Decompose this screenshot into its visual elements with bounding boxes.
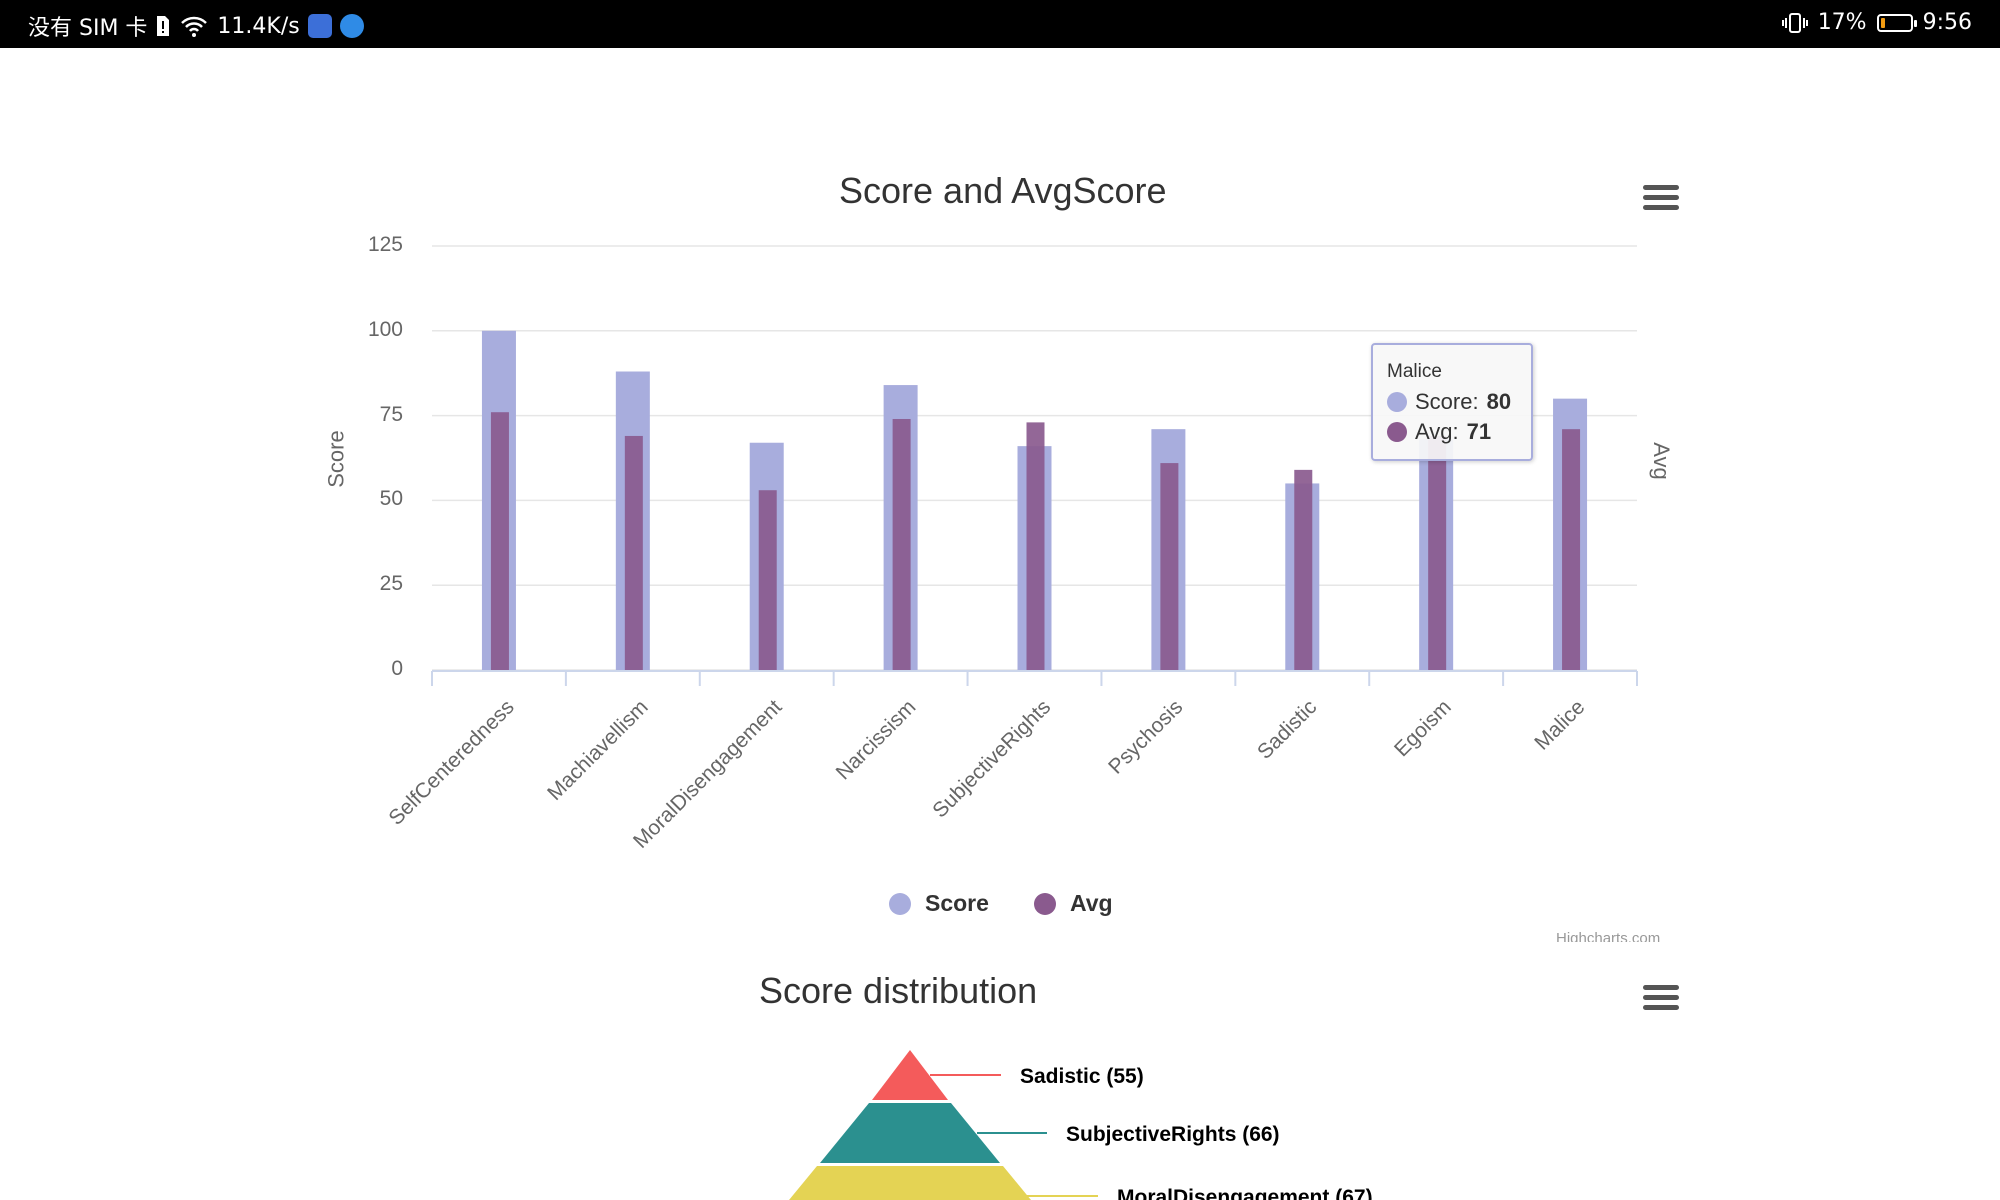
y-axis-title: Score [323, 430, 349, 488]
x-tick-label: Narcissism [831, 695, 921, 785]
bar-score-selfcenteredness[interactable] [481, 330, 516, 670]
hamburger-menu-icon [1643, 995, 1679, 1000]
bar-avg-malice[interactable] [1562, 429, 1581, 670]
y-tick-label: 125 [367, 233, 403, 256]
bar-score-egoism[interactable] [1419, 439, 1454, 670]
legend-dot-icon [889, 892, 911, 915]
bar-avg-subjectiverights[interactable] [1026, 422, 1045, 670]
app-notification-icon [307, 14, 332, 38]
pyramid-segment-moraldisengagement[interactable] [789, 1166, 1031, 1200]
chart1-tooltip: Malice Score: 80 Avg: 71 [1371, 343, 1533, 461]
tooltip-row-name: Avg [1415, 419, 1453, 444]
battery-percent-text: 17% [1817, 10, 1867, 35]
tooltip-row-value: 80 [1486, 389, 1512, 414]
bar-avg-selfcenteredness[interactable] [490, 412, 509, 670]
tooltip-header: Malice [1387, 361, 1442, 382]
bar-score-narcissism[interactable] [883, 385, 918, 670]
legend-label: Avg [1070, 890, 1113, 916]
pyramid-segment-subjectiverights[interactable] [820, 1103, 1000, 1163]
pyramid-label-sadistic: Sadistic (55) [1020, 1065, 1144, 1088]
series-dot-icon [1387, 392, 1407, 412]
y-tick-label: 50 [379, 487, 403, 511]
wifi-icon [181, 16, 208, 37]
pyramid-label-moraldisengagement: MoralDisengagement (67) [1117, 1186, 1373, 1200]
hamburger-menu-icon [1643, 195, 1679, 200]
y-tick-label: 0 [391, 657, 403, 680]
legend-dot-icon [1034, 892, 1056, 915]
tooltip-row-score: Score: 80 [1387, 389, 1517, 415]
pyramid-label-subjectiverights: SubjectiveRights (66) [1066, 1123, 1280, 1146]
tooltip-row-avg: Avg: 71 [1387, 419, 1517, 445]
bar-avg-sadistic[interactable] [1294, 469, 1313, 670]
pyramid-segment-sadistic[interactable] [872, 1050, 948, 1100]
y-tick-label: 25 [379, 572, 403, 596]
credits-clip: Highcharts.com [1540, 920, 1740, 942]
battery-fill [1880, 17, 1886, 28]
hamburger-menu-icon [1643, 185, 1679, 190]
legend-item-avg[interactable]: Avg [1034, 890, 1113, 917]
bar-score-malice[interactable] [1553, 398, 1588, 670]
x-tick-label: Machiavellism [542, 695, 653, 806]
bar-score-subjectiverights[interactable] [1017, 446, 1052, 670]
chart2-title: Score distribution [759, 970, 1038, 1011]
y2-axis-title: Avg [1648, 442, 1674, 480]
status-bar: 没有 SIM 卡 11.4K/s 17% 9:56 [0, 0, 2000, 48]
bar-avg-narcissism[interactable] [892, 418, 911, 670]
hamburger-menu-icon [1643, 205, 1679, 210]
network-speed-text: 11.4K/s [217, 13, 300, 39]
bar-score-moraldisengagement[interactable] [749, 442, 784, 670]
bar-score-psychosis[interactable] [1151, 429, 1186, 670]
legend-item-score[interactable]: Score [889, 890, 989, 917]
x-tick-label: SubjectiveRights [927, 695, 1055, 823]
tooltip-row-name: Score [1415, 389, 1473, 414]
hamburger-menu-icon [1643, 1005, 1679, 1010]
status-bar-left: 没有 SIM 卡 11.4K/s [28, 10, 364, 42]
carrier-text: 没有 SIM 卡 [28, 16, 148, 41]
vibrate-icon [1781, 12, 1808, 33]
battery-icon [1876, 13, 1917, 32]
x-tick-label: Sadistic [1253, 695, 1322, 764]
highcharts-credits-link[interactable]: Highcharts.com [1556, 930, 1661, 942]
pyramid-label-clip: MoralDisengagement (67) [1110, 1180, 1410, 1200]
legend-label: Score [925, 890, 989, 916]
sim-alert-icon [157, 16, 170, 36]
bar-avg-machiavellism[interactable] [624, 435, 643, 670]
tooltip-row-value: 71 [1466, 419, 1492, 444]
status-bar-right: 17% 9:56 [1781, 10, 1972, 35]
chart1-title: Score and AvgScore [839, 170, 1167, 211]
x-tick-label: SelfCenteredness [384, 695, 519, 830]
bar-avg-moraldisengagement[interactable] [758, 490, 777, 670]
bar-score-machiavellism[interactable] [615, 371, 650, 670]
bar-avg-psychosis[interactable] [1160, 463, 1179, 670]
clock-text: 9:56 [1922, 10, 1972, 35]
x-tick-label: Malice [1530, 695, 1590, 755]
browser-notification-icon [339, 14, 364, 38]
x-tick-label: Egoism [1390, 695, 1456, 762]
y-tick-label: 75 [379, 402, 403, 426]
x-tick-label: Psychosis [1104, 695, 1188, 779]
x-tick-label: MoralDisengagement [628, 695, 787, 853]
series-dot-icon [1387, 422, 1407, 442]
chart1-menu-button[interactable] [1643, 185, 1679, 215]
hamburger-menu-icon [1643, 985, 1679, 990]
bar-score-sadistic[interactable] [1285, 483, 1320, 670]
y-tick-label: 100 [367, 317, 403, 341]
tooltip-row-sep: : [1472, 389, 1479, 414]
bar-avg-egoism[interactable] [1428, 435, 1447, 670]
tooltip-row-sep: : [1452, 419, 1459, 444]
chart2-menu-button[interactable] [1643, 985, 1679, 1015]
